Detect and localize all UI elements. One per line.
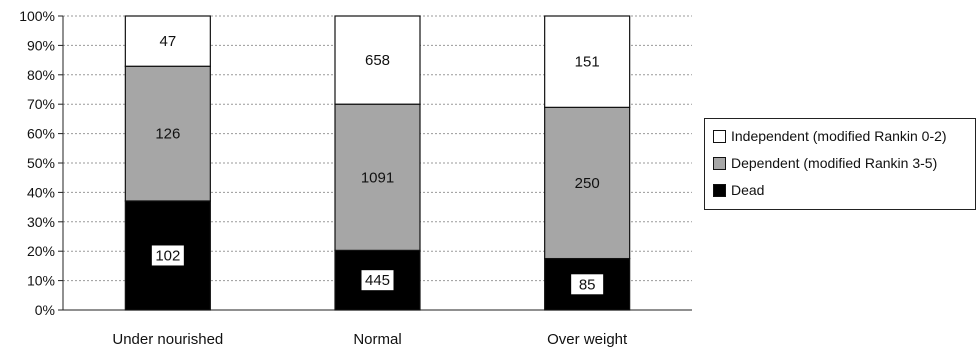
legend-item-independent: Independent (modified Rankin 0-2)	[713, 125, 947, 147]
data-label: 126	[155, 126, 180, 143]
bar-segment	[334, 103, 421, 251]
y-tick-label: 0%	[35, 302, 55, 318]
y-tick-label: 10%	[27, 273, 55, 289]
y-tick-label: 80%	[27, 67, 55, 83]
data-label: 250	[575, 175, 600, 192]
y-tick-label: 20%	[27, 243, 55, 259]
y-tick-label: 30%	[27, 214, 55, 230]
legend-label-dead: Dead	[731, 182, 765, 198]
legend-item-dependent: Dependent (modified Rankin 3-5)	[713, 152, 937, 174]
bar-segment	[124, 65, 211, 202]
legend-item-dead: Dead	[713, 179, 764, 201]
bar-segment	[124, 15, 211, 67]
y-tick-label: 70%	[27, 96, 55, 112]
data-label: 85	[579, 276, 596, 293]
bar-segment	[334, 15, 421, 105]
legend-swatch-dead	[713, 183, 726, 197]
bar-segment	[544, 15, 631, 108]
legend-label-dependent: Dependent (modified Rankin 3-5)	[731, 155, 938, 171]
bar-segment	[544, 106, 631, 260]
data-label: 151	[575, 54, 600, 71]
y-tick-label: 50%	[27, 155, 55, 171]
x-category-label: Over weight	[547, 331, 628, 348]
y-tick-label: 60%	[27, 126, 55, 142]
data-label: 445	[365, 272, 390, 289]
data-label: 102	[155, 247, 180, 264]
data-label: 658	[365, 52, 390, 69]
legend-swatch-independent	[713, 129, 726, 143]
x-category-label: Under nourished	[112, 331, 223, 348]
data-label-box	[571, 274, 604, 295]
legend-label-independent: Independent (modified Rankin 0-2)	[731, 128, 947, 144]
data-label-box	[151, 245, 184, 266]
chart-legend: Independent (modified Rankin 0-2) Depend…	[704, 118, 976, 210]
legend-swatch-dependent	[713, 156, 726, 170]
y-tick-label: 40%	[27, 184, 55, 200]
data-label: 47	[159, 33, 176, 50]
x-category-label: Normal	[353, 331, 401, 348]
data-label: 1091	[361, 169, 394, 186]
y-tick-label: 100%	[19, 8, 55, 24]
y-tick-label: 90%	[27, 37, 55, 53]
data-label-box	[361, 270, 394, 291]
